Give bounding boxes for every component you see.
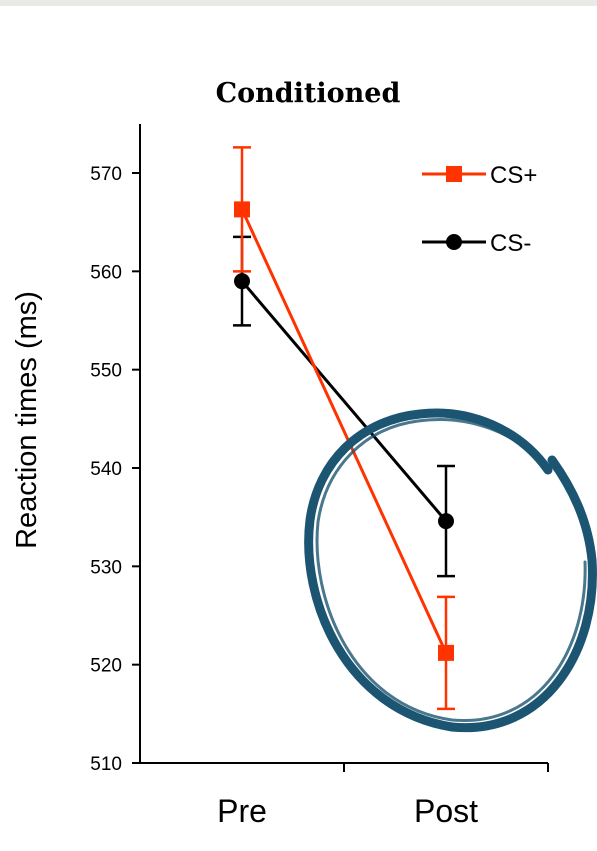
legend-label: CS+ xyxy=(490,162,537,189)
annotation-layer xyxy=(304,408,597,733)
legend: CS+ CS- xyxy=(422,162,537,257)
chart-title: Conditioned xyxy=(216,78,401,109)
legend-item-CSplus: CS+ xyxy=(422,162,537,189)
top-strip xyxy=(0,0,597,6)
data-point-circle xyxy=(438,513,454,530)
y-ticks: 510 520 530 540 550 560 570 xyxy=(90,164,140,775)
data-point-square xyxy=(234,201,250,218)
y-tick-label: 530 xyxy=(90,557,122,578)
series-line xyxy=(240,208,448,654)
legend-marker-square xyxy=(446,166,462,182)
series-line xyxy=(240,280,448,523)
y-tick-label: 560 xyxy=(90,262,122,283)
y-tick-label: 520 xyxy=(90,656,122,677)
series-layer xyxy=(233,146,455,711)
legend-marker-circle xyxy=(446,234,462,250)
series-CSplus xyxy=(233,146,455,711)
x-category-label-pre: Pre xyxy=(217,793,267,829)
data-point-circle xyxy=(234,273,250,290)
x-category-label-post: Post xyxy=(414,793,478,829)
y-tick-label: 510 xyxy=(90,754,122,775)
y-tick-label: 540 xyxy=(90,459,122,480)
x-ticks: Pre Post xyxy=(217,763,549,829)
y-tick-label: 550 xyxy=(90,361,122,382)
y-axis-title: Reaction times (ms) xyxy=(11,291,43,549)
legend-label: CS- xyxy=(490,230,531,257)
annotation-circle-inner-stroke xyxy=(315,418,587,723)
annotation-circle-stroke xyxy=(304,408,597,733)
data-point-square xyxy=(438,644,454,661)
series-CSminus xyxy=(233,235,455,578)
legend-item-CSminus: CS- xyxy=(422,230,531,257)
y-tick-label: 570 xyxy=(90,164,122,185)
